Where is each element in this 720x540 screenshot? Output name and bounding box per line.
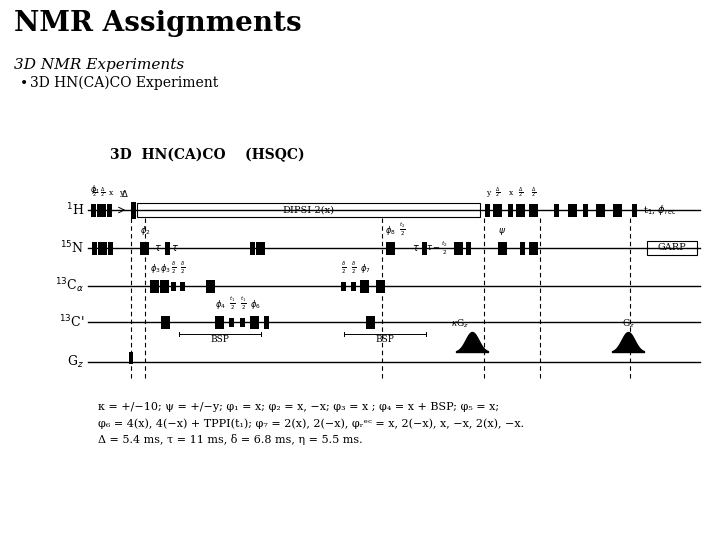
Text: 3D NMR Experiments: 3D NMR Experiments — [14, 58, 184, 72]
Text: φ₆ = 4(x), 4(−x) + TPPI(t₁); φ₇ = 2(x), 2(−x), φᵣᵉᶜ = x, 2(−x), x, −x, 2(x), −x.: φ₆ = 4(x), 4(−x) + TPPI(t₁); φ₇ = 2(x), … — [98, 418, 524, 429]
Bar — [107, 204, 112, 217]
Bar — [256, 241, 264, 254]
Bar — [96, 204, 106, 217]
Bar — [91, 241, 96, 254]
Text: $\frac{t_1}{2}$: $\frac{t_1}{2}$ — [240, 295, 246, 312]
Text: $^1$H: $^1$H — [66, 202, 84, 218]
Bar — [466, 241, 470, 254]
Bar — [595, 204, 605, 217]
Bar — [205, 280, 215, 293]
Bar — [164, 241, 169, 254]
Text: y: y — [486, 189, 490, 197]
Bar — [567, 204, 577, 217]
Text: 3D  HN(CA)CO    (HSQC): 3D HN(CA)CO (HSQC) — [110, 148, 305, 162]
Bar — [554, 204, 559, 217]
Bar — [97, 241, 107, 254]
Bar — [160, 280, 168, 293]
Text: $\frac{\Delta}{2}$: $\frac{\Delta}{2}$ — [100, 186, 106, 200]
Bar — [647, 241, 697, 255]
Bar — [454, 241, 462, 254]
Text: $\Delta$: $\Delta$ — [121, 188, 129, 199]
Bar — [129, 352, 133, 364]
Bar — [516, 204, 524, 217]
Text: •: • — [20, 76, 28, 90]
Text: $\frac{t_2}{2}$: $\frac{t_2}{2}$ — [399, 221, 405, 238]
Text: x: x — [109, 189, 113, 197]
Bar — [376, 280, 384, 293]
Bar — [613, 204, 621, 217]
Bar — [528, 241, 538, 254]
Text: $\tau$: $\tau$ — [154, 243, 162, 253]
Text: G$_z$: G$_z$ — [67, 354, 84, 370]
Text: $\frac{\delta}{2}$: $\frac{\delta}{2}$ — [171, 260, 176, 276]
Text: $\phi_1$: $\phi_1$ — [90, 183, 100, 196]
Bar — [140, 241, 148, 254]
Bar — [240, 318, 245, 327]
Text: $\phi_4$: $\phi_4$ — [215, 298, 225, 311]
Text: $\phi_3$: $\phi_3$ — [160, 262, 171, 275]
Text: $\frac{\delta}{2}$: $\frac{\delta}{2}$ — [351, 260, 356, 276]
Bar — [520, 241, 524, 254]
Bar — [215, 315, 223, 328]
Bar — [366, 315, 374, 328]
Bar — [385, 241, 395, 254]
Text: $^{13}$C$_\alpha$: $^{13}$C$_\alpha$ — [55, 276, 84, 295]
Text: $^{13}$C': $^{13}$C' — [58, 314, 84, 330]
Bar — [228, 318, 233, 327]
Bar — [498, 241, 506, 254]
Bar — [130, 201, 135, 219]
Bar — [91, 204, 96, 217]
Text: Δ = 5.4 ms, τ = 11 ms, δ = 6.8 ms, η = 5.5 ms.: Δ = 5.4 ms, τ = 11 ms, δ = 6.8 ms, η = 5… — [98, 434, 363, 445]
Text: t$_1$, $\phi_{rec}$: t$_1$, $\phi_{rec}$ — [643, 203, 677, 217]
Text: $\frac{\delta}{2}$: $\frac{\delta}{2}$ — [341, 260, 347, 276]
Bar — [137, 203, 480, 217]
Text: G$_z$: G$_z$ — [621, 318, 634, 330]
Text: 3D HN(CA)CO Experiment: 3D HN(CA)CO Experiment — [30, 76, 218, 90]
Text: $\frac{\Delta}{2}$: $\frac{\Delta}{2}$ — [518, 186, 523, 200]
Bar — [528, 204, 538, 217]
Text: y: y — [119, 189, 123, 197]
Bar — [264, 315, 269, 328]
Bar — [179, 281, 184, 291]
Text: $\frac{\Delta}{2}$: $\frac{\Delta}{2}$ — [495, 186, 500, 200]
Text: $\phi_3$: $\phi_3$ — [150, 262, 161, 275]
Text: $\frac{\Delta}{2}$: $\frac{\Delta}{2}$ — [92, 186, 98, 200]
Bar — [250, 241, 254, 254]
Bar — [492, 204, 502, 217]
Bar — [150, 280, 158, 293]
Bar — [582, 204, 588, 217]
Bar — [341, 281, 346, 291]
Bar — [359, 280, 369, 293]
Text: $\tau-\frac{t_2}{2}$: $\tau-\frac{t_2}{2}$ — [426, 239, 449, 256]
Bar — [171, 281, 176, 291]
Bar — [508, 204, 513, 217]
Bar — [485, 204, 490, 217]
Text: κ = +/−10; ψ = +/−y; φ₁ = x; φ₂ = x, −x; φ₃ = x ; φ₄ = x + BSP; φ₅ = x;: κ = +/−10; ψ = +/−y; φ₁ = x; φ₂ = x, −x;… — [98, 402, 499, 412]
Text: $\tau$: $\tau$ — [171, 243, 179, 253]
Bar — [250, 315, 258, 328]
Text: $\frac{\delta}{2}$: $\frac{\delta}{2}$ — [180, 260, 186, 276]
Text: BSP: BSP — [210, 335, 230, 344]
Bar — [421, 241, 426, 254]
Text: $\tau$: $\tau$ — [412, 243, 420, 253]
Text: $\phi_6$: $\phi_6$ — [250, 298, 261, 311]
Text: $\kappa$G$_z$: $\kappa$G$_z$ — [451, 318, 469, 330]
Text: $\phi_7$: $\phi_7$ — [359, 262, 370, 275]
Bar — [107, 241, 112, 254]
Text: $^{15}$N: $^{15}$N — [60, 240, 84, 256]
Text: $\frac{t_1}{2}$: $\frac{t_1}{2}$ — [229, 295, 235, 312]
Text: $\frac{\Delta}{2}$: $\frac{\Delta}{2}$ — [531, 186, 536, 200]
Text: BSP: BSP — [376, 335, 395, 344]
Text: GARP: GARP — [657, 244, 686, 253]
Text: NMR Assignments: NMR Assignments — [14, 10, 302, 37]
Bar — [161, 315, 169, 328]
Bar — [351, 281, 356, 291]
Text: $\psi$: $\psi$ — [498, 226, 506, 237]
Text: x: x — [509, 189, 513, 197]
Text: DIPSI-2(x): DIPSI-2(x) — [282, 206, 335, 214]
Text: $\phi_2$: $\phi_2$ — [140, 224, 150, 237]
Bar — [631, 204, 636, 217]
Text: $\phi_8$: $\phi_8$ — [384, 224, 395, 237]
